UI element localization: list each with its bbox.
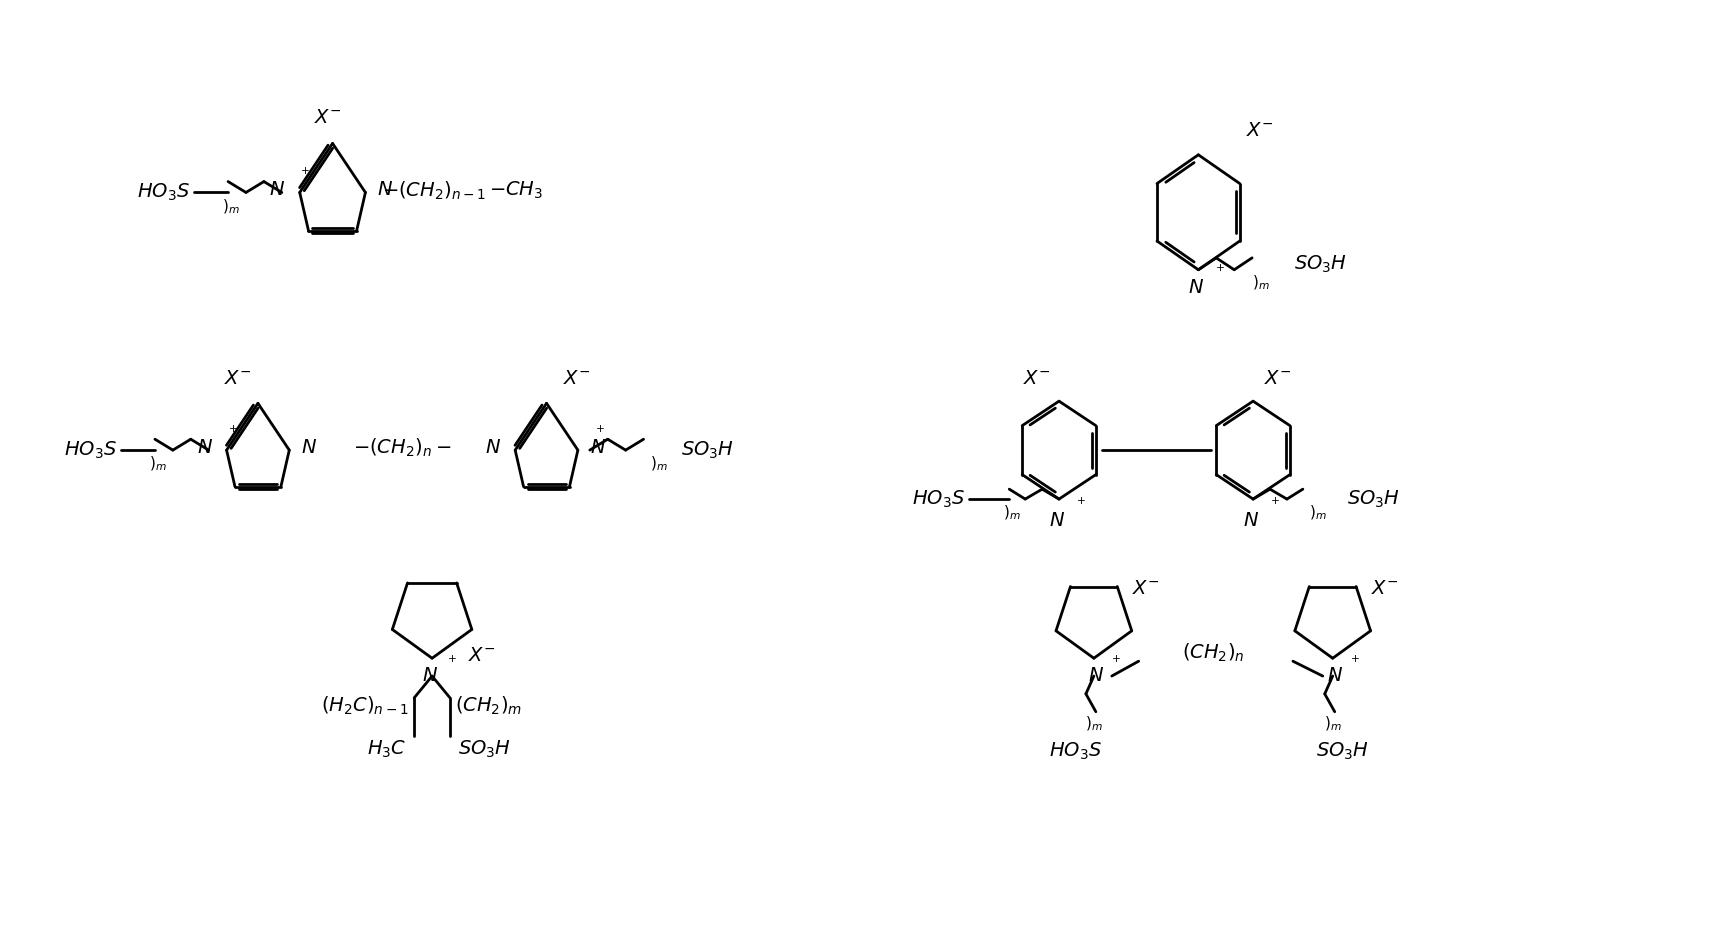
Text: $N$: $N$ [1243,512,1259,530]
Text: $N$: $N$ [377,181,393,200]
Text: $^{+}$: $^{+}$ [448,655,456,669]
Text: $)_m$: $)_m$ [222,197,239,216]
Text: $(CH_2)_n$: $(CH_2)_n$ [1181,642,1245,664]
Text: $H_3C$: $H_3C$ [367,739,406,760]
Text: $)_m$: $)_m$ [1252,274,1269,291]
Text: $N$: $N$ [591,439,606,457]
Text: $)_m$: $)_m$ [1324,714,1341,733]
Text: $^{+}$: $^{+}$ [1076,497,1087,511]
Text: $N$: $N$ [1049,512,1066,530]
Text: $^{+}$: $^{+}$ [1350,655,1360,669]
Text: $^{+}$: $^{+}$ [227,426,238,439]
Text: $X^{-}$: $X^{-}$ [563,370,591,388]
Text: $HO_3S$: $HO_3S$ [1049,741,1102,762]
Text: $SO_3H$: $SO_3H$ [1316,741,1369,762]
Text: $^{+}$: $^{+}$ [1111,655,1121,669]
Text: $N$: $N$ [422,667,437,685]
Text: $N$: $N$ [1188,278,1204,297]
Text: $SO_3H$: $SO_3H$ [682,439,735,461]
Text: $)_m$: $)_m$ [150,455,167,474]
Text: $X^{-}$: $X^{-}$ [1023,370,1050,388]
Text: $N$: $N$ [301,439,317,457]
Text: $)_m$: $)_m$ [1085,714,1102,733]
Text: $-(CH_2)_{n-1}$: $-(CH_2)_{n-1}$ [382,179,486,202]
Text: $N$: $N$ [196,439,212,457]
Text: $N$: $N$ [1088,667,1104,685]
Text: $N$: $N$ [269,181,284,200]
Text: $)_m$: $)_m$ [649,455,666,474]
Text: $X^{-}$: $X^{-}$ [1247,122,1274,140]
Text: $)_m$: $)_m$ [1309,504,1326,522]
Text: $SO_3H$: $SO_3H$ [1293,254,1347,276]
Text: $^{+}$: $^{+}$ [1271,497,1279,511]
Text: $-(CH_2)_n-$: $-(CH_2)_n-$ [353,437,451,460]
Text: $N$: $N$ [486,439,501,457]
Text: $X^{-}$: $X^{-}$ [1371,580,1398,598]
Text: $X^{-}$: $X^{-}$ [224,370,251,388]
Text: $-CH_3$: $-CH_3$ [489,179,542,201]
Text: $HO_3S$: $HO_3S$ [64,439,117,461]
Text: $HO_3S$: $HO_3S$ [138,182,189,204]
Text: $X^{-}$: $X^{-}$ [468,648,496,665]
Text: $N$: $N$ [1326,667,1343,685]
Text: $(H_2C)_{n-1}$: $(H_2C)_{n-1}$ [322,695,410,717]
Text: $)_m$: $)_m$ [1004,504,1021,522]
Text: $X^{-}$: $X^{-}$ [1264,370,1292,388]
Text: $(CH_2)_m$: $(CH_2)_m$ [455,695,522,717]
Text: $SO_3H$: $SO_3H$ [1347,488,1400,510]
Text: $^{+}$: $^{+}$ [594,426,604,439]
Text: $HO_3S$: $HO_3S$ [913,488,966,510]
Text: $^{+}$: $^{+}$ [300,167,310,181]
Text: $^{+}$: $^{+}$ [1216,265,1226,278]
Text: $SO_3H$: $SO_3H$ [458,739,511,760]
Text: $X^{-}$: $X^{-}$ [1131,580,1159,598]
Text: $X^{-}$: $X^{-}$ [313,109,341,127]
